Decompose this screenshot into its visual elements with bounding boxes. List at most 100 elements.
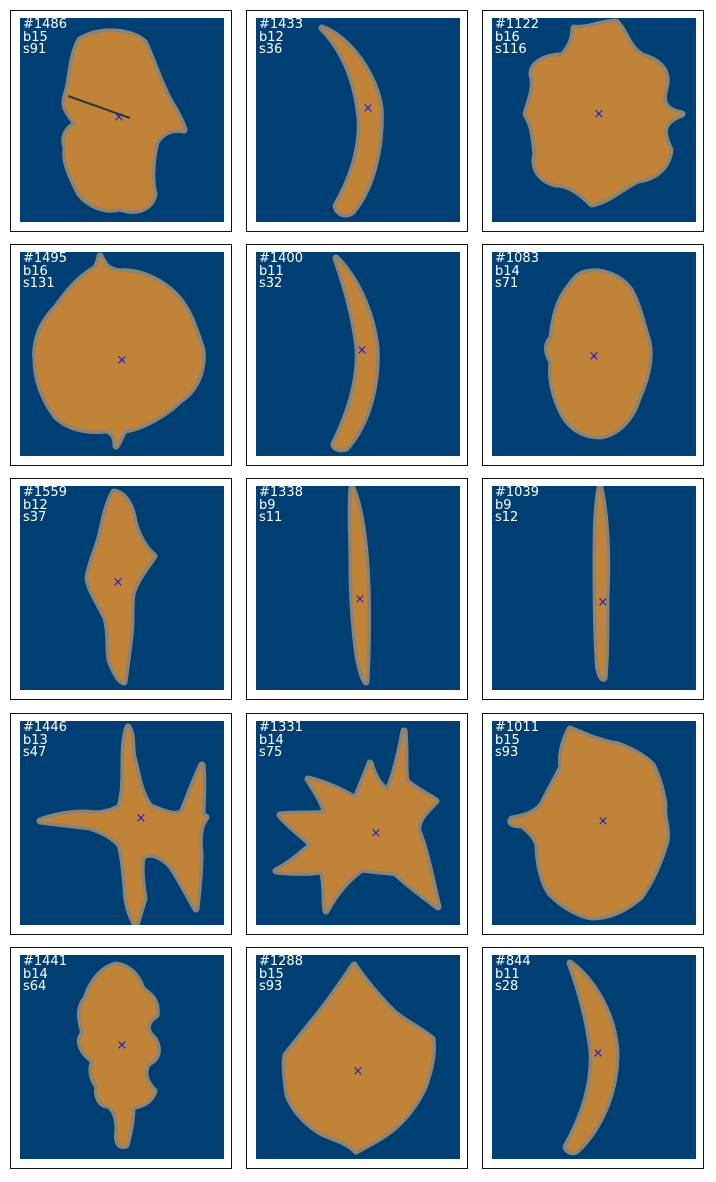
panel-s-text: s37 (23, 510, 47, 525)
leaf-panel: × #1011 b15 s93 (492, 721, 696, 925)
panel-b-text: b15 (259, 966, 284, 982)
leaf-silhouette (330, 254, 380, 453)
centroid-marker-icon: × (598, 595, 609, 610)
leaf-silhouette (281, 961, 436, 1155)
leaf-silhouette (76, 961, 161, 1149)
panel-s-text: s93 (259, 979, 283, 994)
leaf-panel-frame: × #1400 b11 s32 (246, 244, 468, 466)
leaf-panel-frame: × #1039 b9 s12 (482, 478, 704, 700)
leaf-panel: × #1559 b12 s37 (20, 486, 224, 690)
panel-id-text: #1495 (23, 252, 67, 266)
panel-b-text: b16 (495, 29, 520, 45)
leaf-image: × (256, 18, 460, 222)
panel-id-text: #844 (495, 955, 531, 969)
centroid-marker-icon: × (117, 1038, 128, 1053)
panel-s-text: s11 (259, 510, 283, 525)
leaf-panel: × #1486 b15 s91 (20, 18, 224, 222)
leaf-panel: × #1122 b16 s116 (492, 18, 696, 222)
leaf-image: × (20, 252, 224, 456)
leaf-panel: × #1039 b9 s12 (492, 486, 696, 690)
leaf-panel: × #1338 b9 s11 (256, 486, 460, 690)
centroid-marker-icon: × (355, 592, 366, 607)
panel-id-text: #1338 (259, 486, 303, 500)
leaf-panel: × #1331 b14 s75 (256, 721, 460, 925)
panel-id-text: #1559 (23, 486, 67, 500)
leaf-silhouette (562, 959, 620, 1156)
leaf-silhouette (61, 28, 188, 214)
panel-b-text: b11 (495, 966, 520, 982)
panel-label: #1338 b9 s11 (259, 486, 303, 525)
panel-b-text: b15 (23, 29, 48, 45)
panel-s-text: s75 (259, 745, 283, 760)
panel-b-text: b12 (23, 497, 48, 513)
leaf-panel-frame: × #1083 b14 s71 (482, 244, 704, 466)
panel-label: #1446 b13 s47 (23, 721, 67, 760)
leaf-panel-frame: × #1433 b12 s36 (246, 10, 468, 232)
panel-label: #1559 b12 s37 (23, 486, 67, 525)
panel-s-text: s93 (495, 745, 519, 760)
leaf-image: × (256, 486, 460, 690)
leaf-panel: × #1400 b11 s32 (256, 252, 460, 456)
centroid-marker-icon: × (594, 107, 605, 122)
leaf-panel-frame: × #844 b11 s28 (482, 947, 704, 1169)
leaf-panel: × #1288 b15 s93 (256, 955, 460, 1159)
panel-s-text: s91 (23, 42, 47, 57)
leaf-silhouette (544, 268, 653, 440)
panel-b-text: b14 (23, 966, 48, 982)
panel-b-text: b11 (259, 263, 284, 279)
leaf-image: × (20, 721, 224, 925)
panel-s-text: s116 (495, 42, 527, 57)
panel-label: #1083 b14 s71 (495, 252, 539, 291)
panel-b-text: b16 (23, 263, 48, 279)
leaf-image: × (256, 955, 460, 1159)
leaf-panel-frame: × #1011 b15 s93 (482, 713, 704, 935)
leaf-panel-frame: × #1486 b15 s91 (10, 10, 232, 232)
leaf-image: × (492, 252, 696, 456)
centroid-marker-icon: × (117, 353, 128, 368)
panel-id-text: #1486 (23, 18, 67, 32)
leaf-stem (67, 95, 131, 119)
panel-label: #1400 b11 s32 (259, 252, 303, 291)
panel-b-text: b13 (23, 732, 48, 748)
panel-id-text: #1122 (495, 18, 539, 32)
panel-label: #1495 b16 s131 (23, 252, 67, 291)
leaf-panel: × #1441 b14 s64 (20, 955, 224, 1159)
panel-s-text: s28 (495, 979, 519, 994)
panel-id-text: #1011 (495, 721, 539, 735)
panel-id-text: #1039 (495, 486, 539, 500)
panel-id-text: #1288 (259, 955, 303, 969)
panel-s-text: s71 (495, 276, 519, 291)
leaf-panel-frame: × #1331 b14 s75 (246, 713, 468, 935)
leaf-image: × (20, 486, 224, 690)
leaf-panel: × #1495 b16 s131 (20, 252, 224, 456)
panel-label: #1331 b14 s75 (259, 721, 303, 760)
panel-id-text: #1400 (259, 252, 303, 266)
panel-label: #1441 b14 s64 (23, 955, 67, 994)
centroid-marker-icon: × (363, 101, 374, 116)
leaf-panel: × #1083 b14 s71 (492, 252, 696, 456)
leaf-silhouette (318, 24, 384, 218)
panel-label: #1122 b16 s116 (495, 18, 539, 57)
centroid-marker-icon: × (114, 110, 125, 125)
centroid-marker-icon: × (113, 575, 124, 590)
leaf-silhouette (272, 727, 442, 915)
panel-label: #1486 b15 s91 (23, 18, 67, 57)
leaf-silhouette (507, 725, 670, 921)
panel-label: #1011 b15 s93 (495, 721, 539, 760)
panel-s-text: s32 (259, 276, 283, 291)
leaf-silhouette (522, 18, 686, 208)
leaf-image: × (20, 18, 224, 222)
panel-id-text: #1433 (259, 18, 303, 32)
panel-id-text: #1446 (23, 721, 67, 735)
panel-s-text: s131 (23, 276, 55, 291)
leaf-image: × (492, 955, 696, 1159)
centroid-marker-icon: × (357, 343, 368, 358)
leaf-image: × (492, 486, 696, 690)
leaf-image: × (256, 252, 460, 456)
leaf-silhouette (347, 486, 371, 686)
leaf-image: × (20, 955, 224, 1159)
leaf-panel: × #1433 b12 s36 (256, 18, 460, 222)
leaf-silhouette (592, 486, 611, 682)
panel-id-text: #1083 (495, 252, 539, 266)
panel-s-text: s12 (495, 510, 519, 525)
